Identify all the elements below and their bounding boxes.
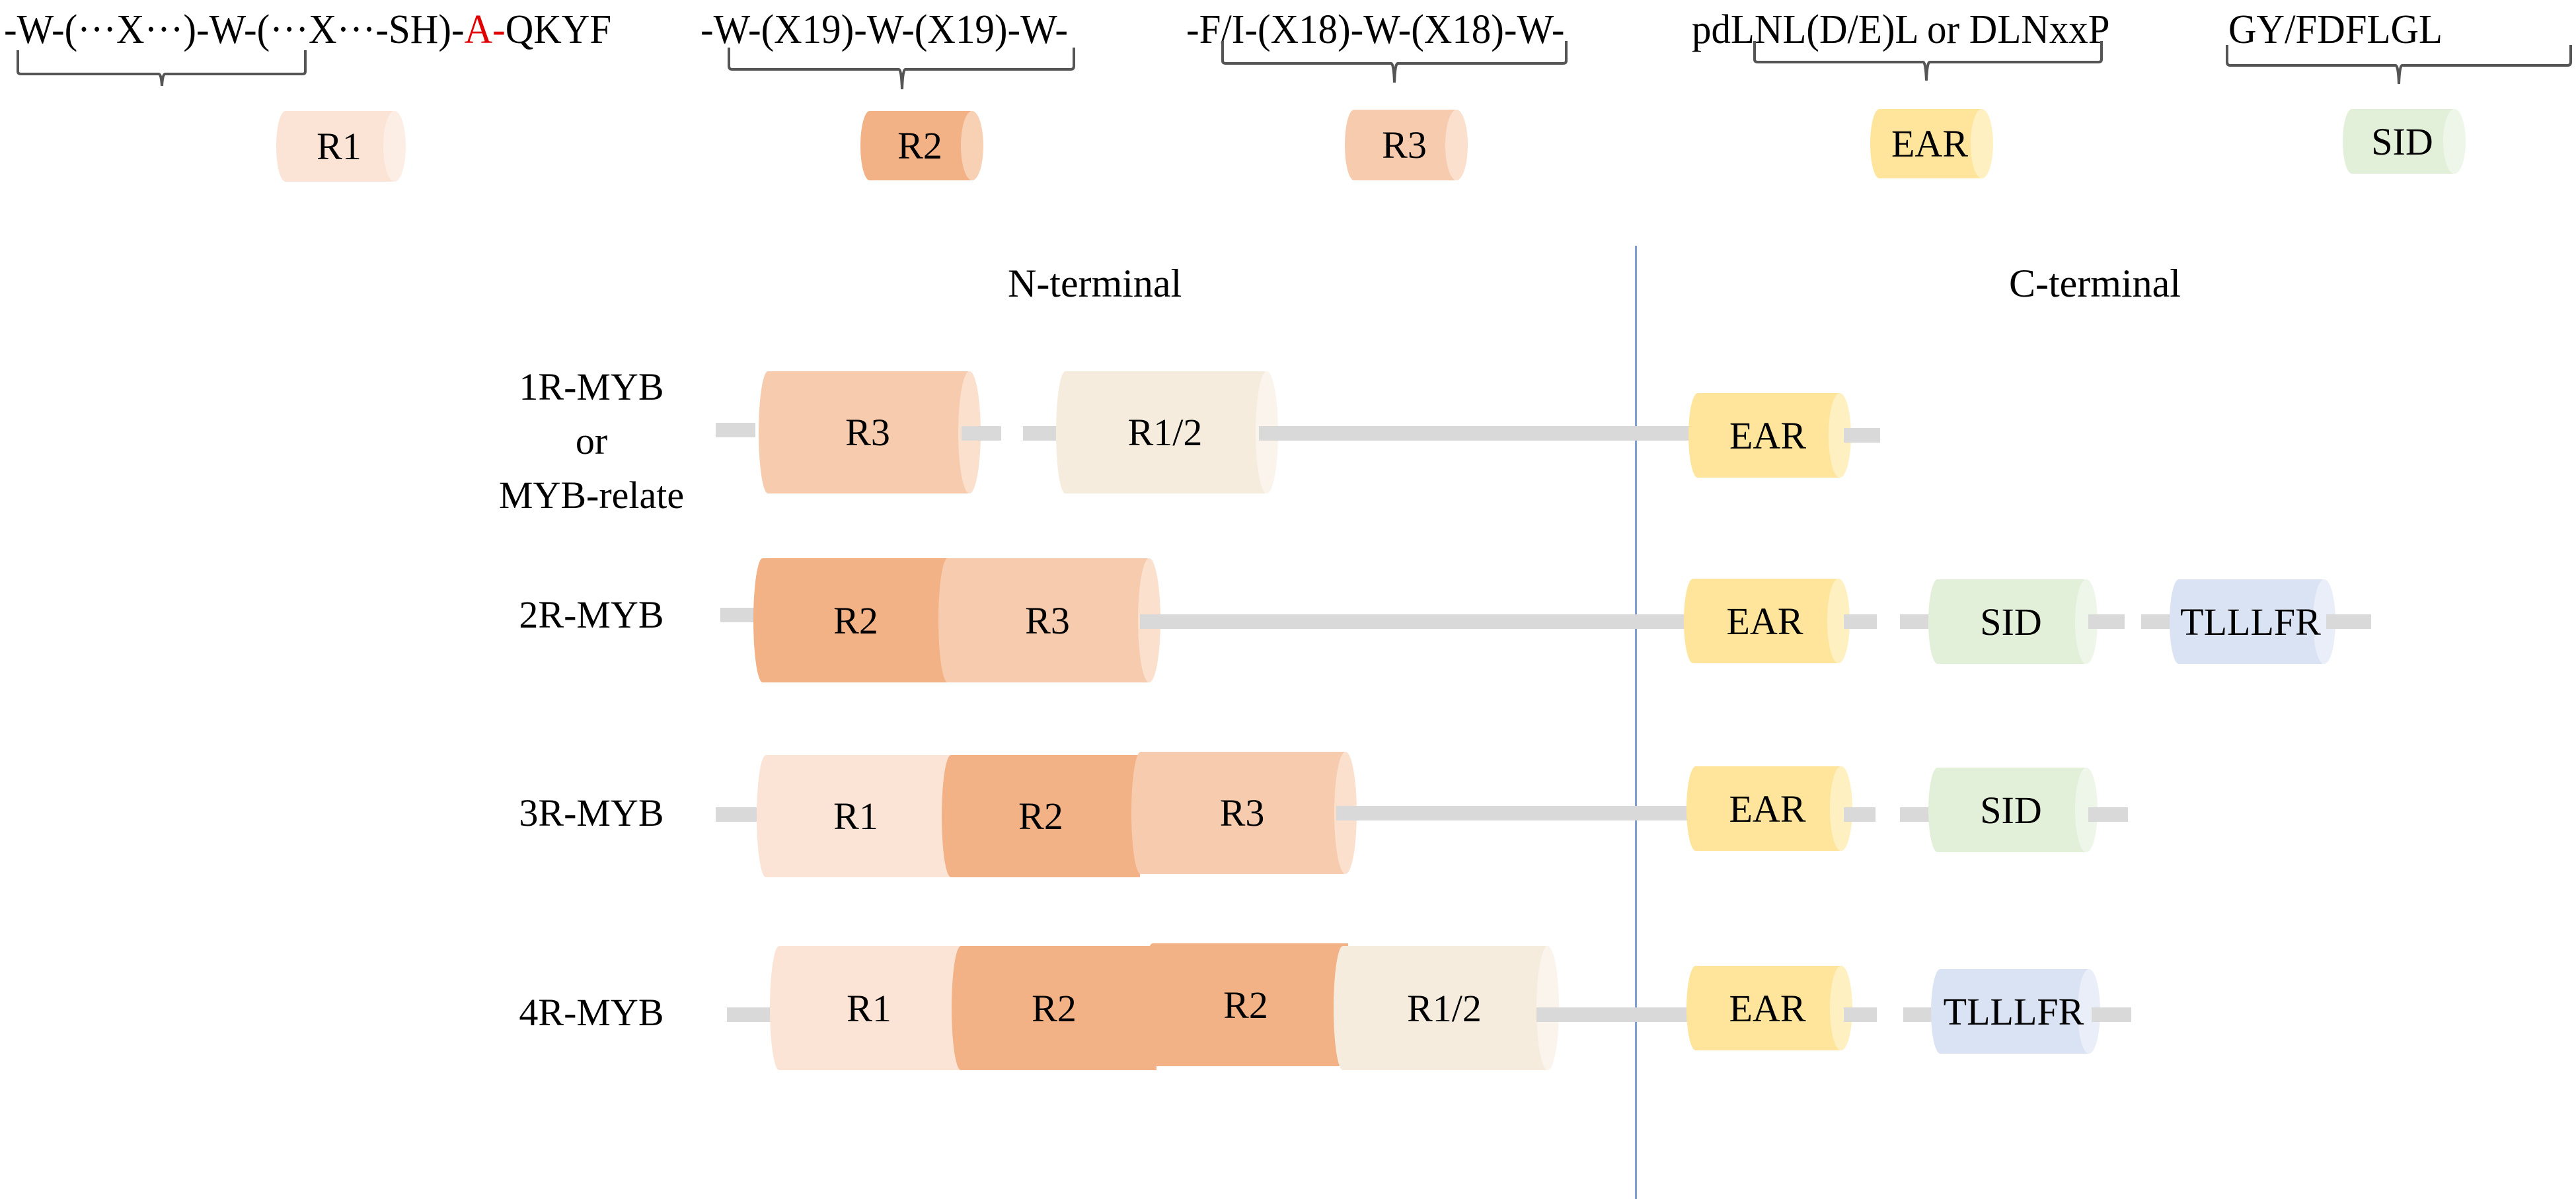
domain-label: R2: [1018, 795, 1063, 838]
linker: [1844, 428, 1880, 443]
linker: [1140, 614, 1688, 629]
row-label-3r: 3R-MYB: [492, 786, 691, 840]
legend-r1-label: R1: [317, 125, 361, 168]
legend-sid-label: SID: [2371, 120, 2433, 163]
domain-label: EAR: [1726, 599, 1803, 643]
motif-r1-part3: QKYF: [505, 7, 612, 52]
row-label-1r-line2: or: [575, 419, 608, 462]
domain-sid: SID: [1928, 768, 2098, 852]
motif-r1-highlight: A-: [464, 7, 506, 52]
legend-r3: R3: [1345, 110, 1468, 180]
n-terminal-label: N-terminal: [1008, 262, 1182, 305]
domain-tlllfr: TLLLFR: [1931, 969, 2100, 1054]
linker: [1903, 1007, 1933, 1022]
motif-r1: -W-(···X···)-W-(···X···-SH)-A-QKYF: [4, 0, 611, 59]
linker: [727, 1007, 773, 1022]
linker: [1900, 614, 1930, 629]
domain-label: R1/2: [1407, 986, 1482, 1030]
domain-label: EAR: [1729, 986, 1806, 1030]
row-label-2r: 2R-MYB: [492, 588, 691, 642]
domain-label: R2: [1223, 983, 1268, 1027]
domain-ear: EAR: [1688, 393, 1851, 478]
motif-r2: -W-(X19)-W-(X19)-W-: [701, 7, 1069, 52]
domain-label: EAR: [1729, 787, 1806, 830]
linker: [2092, 1007, 2131, 1022]
row-label-3r-line1: 3R-MYB: [519, 791, 664, 834]
terminal-divider: [1635, 246, 1637, 1199]
legend-r2-label: R2: [897, 124, 942, 167]
row-label-1r: 1R-MYB or MYB-relate: [492, 360, 691, 523]
domain-label: R1/2: [1127, 411, 1203, 454]
linker: [1336, 806, 1693, 820]
row-label-1r-line3: MYB-relate: [498, 474, 685, 517]
domain-r3: R3: [1131, 752, 1357, 874]
domain-label: TLLLFR: [1943, 990, 2084, 1033]
domain-r2: R2: [942, 755, 1144, 877]
c-terminal-label: C-terminal: [2009, 262, 2181, 305]
domain-label: SID: [1980, 600, 2042, 643]
domain-label: SID: [1980, 788, 2042, 832]
linker: [1023, 426, 1056, 441]
domain-label: R3: [1219, 791, 1265, 834]
linker: [1844, 807, 1875, 822]
linker: [1259, 426, 1692, 441]
linker: [716, 807, 757, 822]
linker: [720, 608, 757, 622]
domain-label: R2: [833, 599, 878, 642]
domain-sid: SID: [1928, 579, 2098, 664]
domain-r1: R1: [757, 755, 959, 877]
domain-r1-2: R1/2: [1334, 946, 1559, 1070]
domain-r1: R1: [770, 946, 972, 1070]
legend-r1: R1: [276, 111, 406, 182]
motif-r3: -F/I-(X18)-W-(X18)-W-: [1186, 7, 1565, 52]
domain-r2: R2: [952, 946, 1160, 1070]
legend-r3-label: R3: [1382, 124, 1427, 166]
row-label-4r: 4R-MYB: [492, 986, 691, 1040]
legend-sid: SID: [2343, 109, 2466, 174]
domain-tlllfr: TLLLFR: [2170, 579, 2335, 664]
motif-ear: pdLNL(D/E)L or DLNxxP: [1692, 7, 2110, 52]
linker: [716, 423, 755, 437]
legend-r2: R2: [860, 111, 983, 180]
row-label-2r-line1: 2R-MYB: [519, 593, 664, 636]
linker: [1536, 1007, 1692, 1022]
linker: [2088, 614, 2125, 629]
brace-r1: [17, 41, 2572, 90]
domain-r3: R3: [759, 371, 981, 493]
domain-r2: R2: [753, 558, 962, 682]
domain-r3: R3: [938, 558, 1160, 682]
row-label-1r-line1: 1R-MYB: [519, 365, 664, 408]
domain-r1-2: R1/2: [1056, 371, 1278, 493]
domain-ear: EAR: [1686, 966, 1852, 1050]
motif-sid: GY/FDFLGL: [2228, 7, 2443, 52]
linker: [2088, 807, 2128, 822]
linker: [1844, 1007, 1877, 1022]
domain-label: TLLLFR: [2180, 600, 2321, 643]
domain-ear: EAR: [1686, 766, 1852, 851]
domain-label: EAR: [1729, 414, 1806, 457]
legend-ear-label: EAR: [1891, 122, 1968, 165]
linker: [2141, 614, 2171, 629]
domain-r2: R2: [1143, 943, 1352, 1066]
domain-label: R1: [847, 986, 891, 1030]
domain-label: R3: [845, 411, 890, 454]
row-label-4r-line1: 4R-MYB: [519, 991, 664, 1034]
domain-label: R2: [1032, 986, 1077, 1030]
linker: [2326, 614, 2371, 629]
legend-ear: EAR: [1870, 109, 1993, 178]
linker: [962, 426, 1001, 441]
linker: [1900, 807, 1930, 822]
motif-r1-part1: -W-(···X···)-W-(···X···-SH)-: [4, 7, 465, 52]
domain-ear: EAR: [1684, 579, 1850, 663]
domain-label: R1: [833, 795, 878, 838]
linker: [1844, 614, 1877, 629]
domain-label: R3: [1025, 599, 1070, 642]
